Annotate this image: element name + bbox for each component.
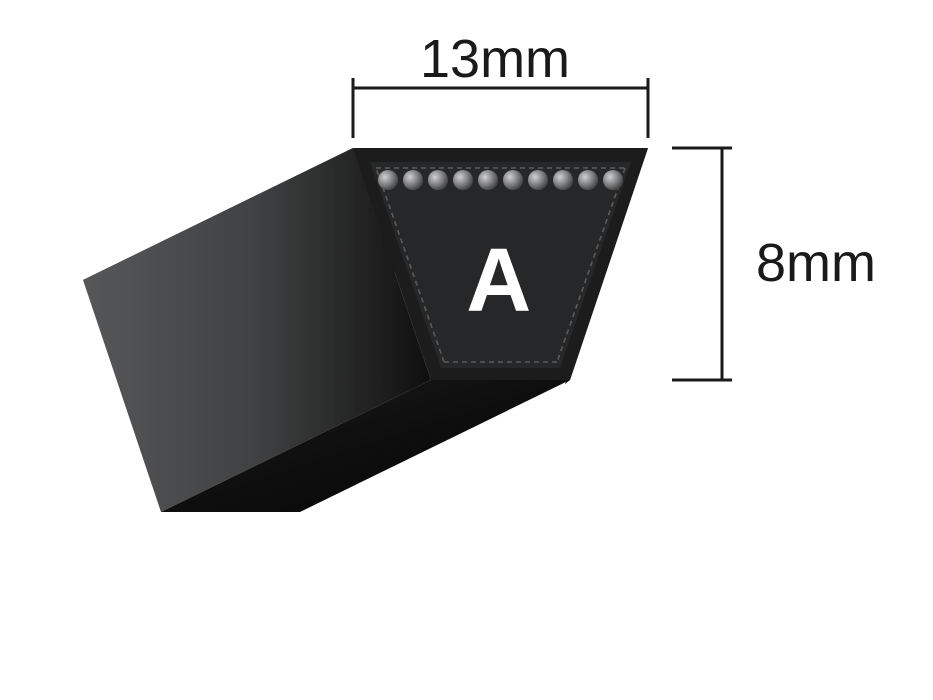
height-dimension-label: 8mm bbox=[756, 232, 876, 294]
width-dimension-label: 13mm bbox=[420, 28, 570, 90]
belt-diagram bbox=[0, 0, 933, 700]
belt-section-letter: A bbox=[466, 230, 531, 333]
